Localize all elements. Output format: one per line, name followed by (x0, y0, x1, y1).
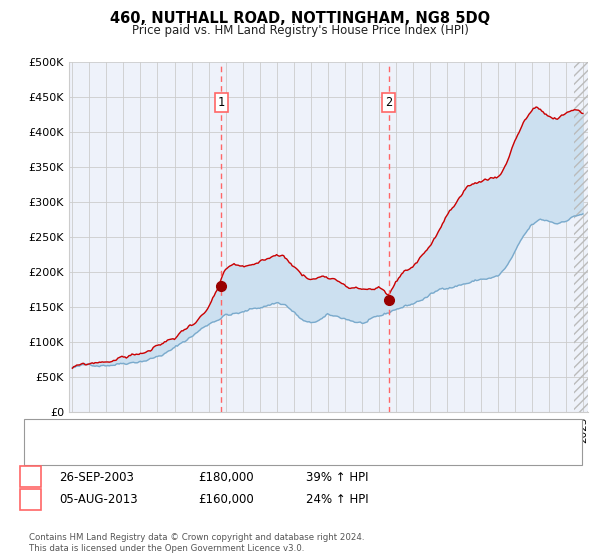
Text: 26-SEP-2003: 26-SEP-2003 (59, 470, 134, 484)
Text: ───: ─── (36, 444, 61, 458)
Text: Price paid vs. HM Land Registry's House Price Index (HPI): Price paid vs. HM Land Registry's House … (131, 24, 469, 37)
Text: 460, NUTHALL ROAD, NOTTINGHAM, NG8 5DQ: 460, NUTHALL ROAD, NOTTINGHAM, NG8 5DQ (110, 11, 490, 26)
Text: 39% ↑ HPI: 39% ↑ HPI (306, 470, 368, 484)
Text: 1: 1 (218, 96, 225, 109)
Text: HPI: Average price, detached house, City of Nottingham: HPI: Average price, detached house, City… (72, 446, 364, 456)
Text: 2: 2 (27, 493, 34, 506)
Text: 2: 2 (385, 96, 392, 109)
Text: ───: ─── (36, 426, 61, 440)
Text: 24% ↑ HPI: 24% ↑ HPI (306, 493, 368, 506)
Bar (574, 62, 588, 412)
Text: £160,000: £160,000 (198, 493, 254, 506)
Text: 05-AUG-2013: 05-AUG-2013 (59, 493, 137, 506)
Text: 1: 1 (27, 470, 34, 484)
Text: 460, NUTHALL ROAD, NOTTINGHAM, NG8 5DQ (detached house): 460, NUTHALL ROAD, NOTTINGHAM, NG8 5DQ (… (72, 428, 407, 438)
Text: Contains HM Land Registry data © Crown copyright and database right 2024.
This d: Contains HM Land Registry data © Crown c… (29, 533, 364, 553)
Text: £180,000: £180,000 (198, 470, 254, 484)
Bar (574, 62, 588, 412)
